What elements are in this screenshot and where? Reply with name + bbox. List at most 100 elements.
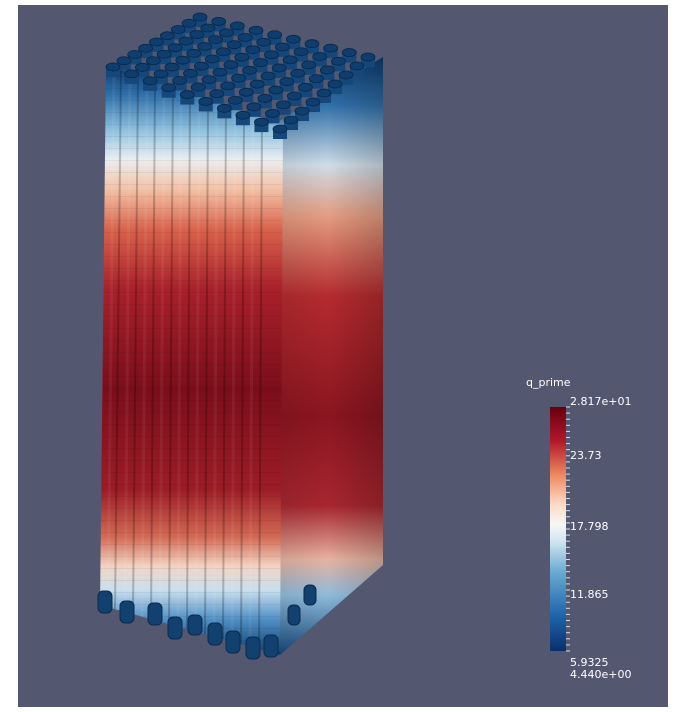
rod-cap-side (186, 53, 201, 64)
rod-cap-top (246, 102, 262, 112)
rod-cap-side (312, 56, 327, 67)
rod-cap-side (171, 29, 186, 40)
rod-cap-side (350, 66, 364, 76)
rod-cap-side (227, 44, 242, 55)
rod-cap-top (257, 94, 273, 103)
colorbar-tick-label: 23.73 (570, 449, 602, 462)
rod-cap-side (317, 93, 331, 103)
bundle-side-shade (273, 57, 383, 655)
rod-cap-side (228, 100, 243, 111)
colorbar-ramp (550, 407, 566, 651)
rod-cap-top (231, 73, 247, 83)
rod-cap-top (264, 50, 279, 60)
rod-cap-side (242, 70, 257, 81)
rod-cap-side (294, 51, 309, 62)
rod-cap-side (161, 87, 176, 98)
rod-cap-side (180, 94, 195, 105)
rod-cap-side (309, 78, 324, 89)
rod-cap-side (257, 98, 272, 109)
rod-cap-side (200, 28, 215, 38)
rod-cap-side (331, 61, 346, 72)
rod-cap-side (193, 17, 207, 27)
rod-cap-top (294, 106, 310, 116)
rod-top-caps (105, 12, 376, 139)
rod-cap-top (149, 37, 164, 47)
rod-cap-top (267, 30, 283, 40)
rod-cap-top (229, 21, 245, 31)
rod-cap-top (265, 109, 280, 118)
rod-cap-top (260, 71, 276, 81)
rod-cap-top (308, 74, 324, 84)
rod-cap-side (256, 42, 271, 53)
rod-cap-side (135, 67, 150, 78)
rod-cap-top (178, 36, 194, 46)
rod-cap-top (254, 117, 269, 127)
rod-cap-top (341, 48, 357, 57)
rod-cap-side (182, 23, 197, 34)
rod-cap-side (213, 72, 228, 83)
rod-cap-side (234, 57, 249, 68)
rod-cap-side (273, 129, 287, 139)
rod-cap-top (190, 82, 206, 92)
colorbar-tick-label: 17.798 (570, 520, 609, 533)
rod-cap-side (323, 48, 338, 59)
rod-cap-top (279, 77, 295, 87)
rod-cap-side (267, 34, 282, 45)
render-view[interactable]: q_prime 2.817e+01 23.73 17.798 11.865 5.… (18, 5, 668, 707)
rod-cap-side (246, 106, 261, 117)
rod-cap-side (361, 57, 375, 67)
rod-cap-top (237, 33, 253, 42)
rod-cap-top (197, 42, 213, 51)
rod-cap-top (145, 56, 161, 66)
rod-cap-top (242, 65, 257, 75)
rod-cap-side (320, 69, 335, 80)
rod-cap-top (211, 17, 227, 26)
rod-cap-side (239, 92, 254, 103)
rod-cap-top (301, 60, 317, 70)
rod-cap-top (276, 100, 291, 110)
rod-cap-top (249, 79, 265, 89)
rod-cap-side (253, 62, 268, 73)
rod-cap-top (297, 82, 313, 92)
rod-cap-top (287, 91, 302, 101)
rod-cap-side (191, 87, 206, 98)
rod-cap-top (271, 63, 287, 73)
rod-cap-side (189, 34, 204, 45)
rod-cap-top (127, 50, 143, 59)
rod-cap-top (272, 124, 288, 134)
rod-cap-top (349, 61, 365, 71)
rod-cap-top (116, 56, 132, 66)
rod-cap-side (245, 49, 260, 60)
fuel-rod-bundle-render[interactable] (18, 5, 668, 707)
rod-cap-top (312, 52, 328, 61)
rod-cap-side (179, 41, 193, 52)
rod-cap-top (135, 62, 150, 72)
rod-cap-side (175, 60, 190, 71)
rod-cap-side (205, 59, 220, 69)
rod-cap-side (106, 67, 120, 77)
rod-cap-top (201, 75, 217, 85)
rod-cap-top (304, 39, 320, 49)
colorbar-ticks (566, 406, 570, 652)
rod-cap-side (339, 75, 353, 85)
rod-cap-side (168, 47, 183, 58)
rod-cap-side (275, 47, 290, 57)
rod-cap-side (238, 37, 253, 48)
rod-cap-top (192, 12, 208, 22)
rod-cap-side (154, 73, 169, 84)
colorbar-max-label: 2.817e+01 (570, 395, 632, 408)
rod-cap-top (167, 43, 183, 53)
rod-cap-top (293, 47, 309, 57)
rod-cap-top (181, 18, 197, 28)
rod-cap-top (186, 48, 202, 58)
rod-cap-top (268, 85, 284, 95)
rod-cap-top (204, 54, 220, 64)
rod-cap-side (164, 67, 179, 78)
rod-cap-side (295, 111, 309, 121)
rod-cap-side (223, 64, 238, 75)
rod-cap-top (170, 25, 186, 34)
rod-cap-top (124, 69, 139, 79)
rod-cap-side (342, 52, 357, 63)
colorbar-title: q_prime (526, 376, 571, 389)
rod-cap-side (305, 43, 319, 54)
